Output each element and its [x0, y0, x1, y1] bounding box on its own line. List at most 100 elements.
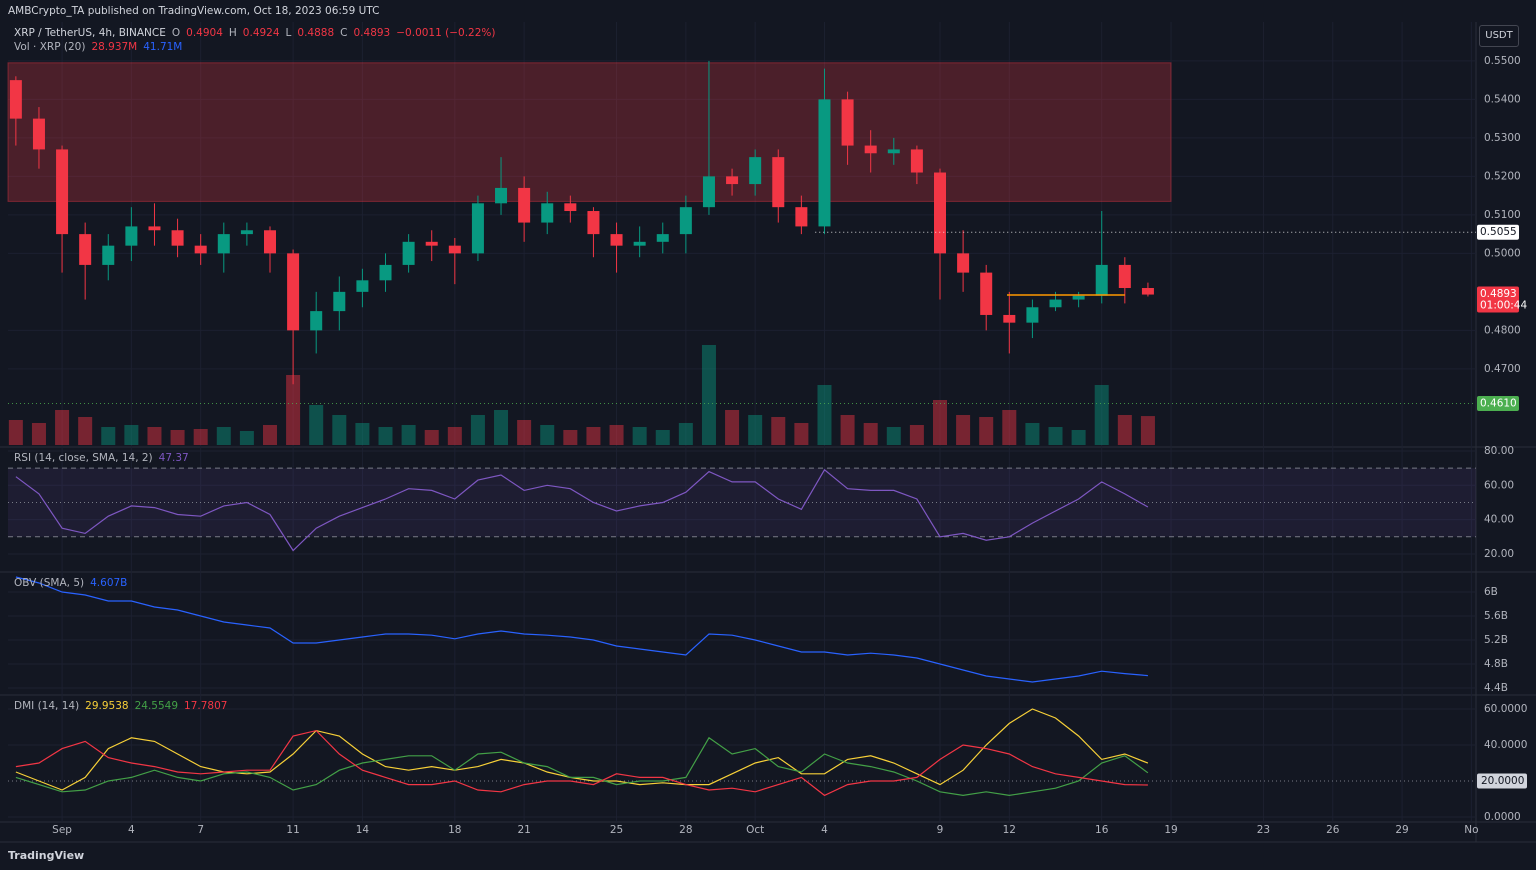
candle-body — [887, 149, 900, 154]
volume-bar — [932, 400, 947, 445]
volume-bar — [332, 415, 347, 445]
candle-body — [379, 264, 392, 281]
indicator-line — [15, 729, 1148, 797]
volume-bar — [586, 427, 601, 445]
candle-body — [287, 253, 300, 331]
y-tick-label: 0.5100 — [1484, 209, 1521, 221]
publisher-line: AMBCrypto_TA published on TradingView.co… — [8, 5, 380, 17]
volume-bar — [771, 417, 786, 445]
volume-bar — [1002, 410, 1017, 445]
candle-body — [933, 172, 946, 254]
y-tick-label: 5.2B — [1484, 634, 1508, 646]
threshold-box — [1477, 773, 1527, 789]
x-tick-label: 16 — [1095, 824, 1109, 836]
y-tick-label: 4.4B — [1484, 682, 1508, 694]
volume-bar — [863, 423, 878, 445]
volume-bar — [309, 405, 324, 445]
candle-body — [333, 291, 346, 312]
y-tick-label: 0.5400 — [1484, 93, 1521, 105]
volume-bar — [124, 425, 139, 445]
footer-logo: TradingView — [8, 849, 85, 862]
y-tick-label: 60.0000 — [1484, 703, 1527, 715]
volume-bar — [447, 427, 462, 445]
candle-body — [749, 157, 762, 185]
y-tick-label: 20.00 — [1484, 548, 1514, 560]
currency-button[interactable]: USDT — [1479, 25, 1519, 47]
price-label-box — [1477, 224, 1519, 240]
candle-body — [79, 234, 92, 265]
ohlc-value: 0.4924 — [242, 27, 280, 39]
indicator-legend: OBV (SMA, 5) 4.607B — [14, 577, 127, 589]
volume-bar — [424, 430, 439, 445]
ohlc-value: 0.4893 — [353, 27, 391, 39]
volume-bar — [840, 415, 855, 445]
candle-body — [587, 211, 600, 235]
candle-body — [402, 241, 415, 265]
indicator-line — [15, 708, 1149, 791]
volume-bar — [470, 415, 485, 445]
ohlc-value: −0.0011 (−0.22%) — [396, 27, 496, 39]
x-tick-label: 14 — [356, 824, 370, 836]
candle-body — [957, 253, 970, 273]
y-tick-label: 6B — [1484, 586, 1498, 598]
indicator-title: DMI (14, 14) — [14, 700, 80, 712]
candle-body — [495, 187, 508, 204]
indicator-title: OBV (SMA, 5) — [14, 577, 85, 589]
volume-bar — [563, 430, 578, 445]
volume-bar — [239, 431, 254, 445]
volume-bar — [147, 427, 162, 445]
candle-body — [726, 176, 739, 185]
candle-body — [702, 176, 715, 208]
price-label: 0.5055 — [1480, 226, 1517, 238]
volume-value: 28.937M — [91, 41, 138, 53]
candle-body — [217, 234, 230, 254]
candle-body — [633, 241, 646, 246]
symbol-title: XRP / TetherUS, 4h, BINANCE — [14, 27, 166, 39]
x-tick-label: 9 — [937, 824, 944, 836]
candle-body — [1049, 299, 1062, 308]
x-tick-label: 25 — [610, 824, 623, 836]
volume-bar — [1071, 430, 1086, 445]
x-tick-label: 23 — [1257, 824, 1270, 836]
volume-bar — [101, 427, 116, 445]
candle-body — [841, 99, 854, 146]
candle-body — [148, 226, 161, 231]
indicator-title: RSI (14, close, SMA, 14, 2) — [14, 452, 153, 464]
volume-bar — [193, 429, 208, 445]
volume-bar — [1094, 385, 1109, 445]
y-tick-label: 4.8B — [1484, 658, 1508, 670]
ohlc-value: L — [285, 27, 292, 39]
volume-bar — [170, 430, 185, 445]
candle-body — [102, 245, 115, 265]
y-tick-label: 80.00 — [1484, 445, 1514, 457]
volume-bar — [1140, 416, 1155, 445]
x-tick-label: 7 — [197, 824, 204, 836]
volume-bar — [701, 345, 716, 445]
price-label-box — [1477, 395, 1519, 411]
volume-bar — [378, 427, 393, 445]
candle-body — [795, 207, 808, 227]
volume-bar — [909, 425, 924, 445]
candle-body — [864, 145, 877, 154]
volume-bar — [216, 427, 231, 445]
candle-body — [564, 203, 577, 212]
candle-body — [541, 203, 554, 223]
y-tick-label: 0.5300 — [1484, 132, 1521, 144]
volume-bar — [956, 415, 971, 445]
volume-bar — [262, 425, 277, 445]
candle-body — [1026, 307, 1039, 323]
y-tick-label: 0.5500 — [1484, 55, 1521, 67]
candle-body — [425, 241, 438, 246]
y-tick-label: 0.5200 — [1484, 170, 1521, 182]
y-tick-label: 5.6B — [1484, 610, 1508, 622]
volume-bar — [55, 410, 70, 445]
x-tick-label: No — [1464, 824, 1478, 836]
x-tick-label: 11 — [286, 824, 299, 836]
y-tick-label: 0.5000 — [1484, 247, 1521, 259]
indicator-line — [15, 468, 1149, 552]
volume-title: Vol · XRP (20) — [14, 41, 86, 53]
x-tick-label: 4 — [128, 824, 135, 836]
price-label-box — [1477, 286, 1519, 313]
